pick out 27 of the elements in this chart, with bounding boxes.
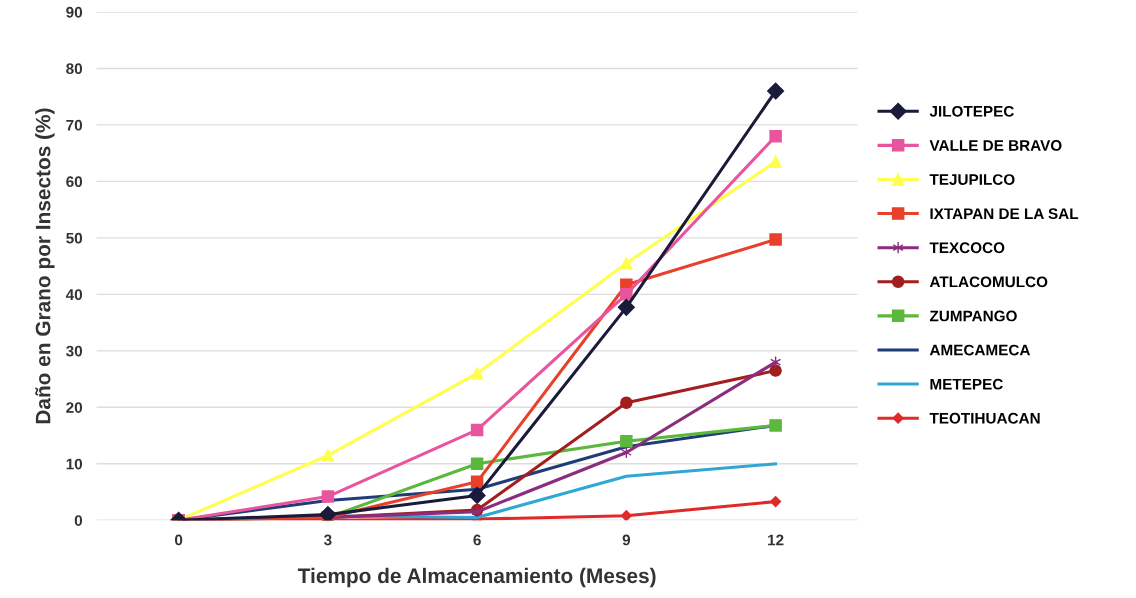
legend-label: ZUMPANGO <box>929 310 1017 322</box>
y-tick-label: 40 <box>65 289 83 301</box>
legend-label: METEPEC <box>930 378 1003 390</box>
y-axis-title: Daño en Grano por Insectos (%) <box>35 108 55 424</box>
legend-label: AMECAMECA <box>929 344 1031 356</box>
x-tick-label: 6 <box>473 534 481 546</box>
legend-label: ATLACOMULCO <box>929 276 1048 288</box>
legend-label: TEXCOCO <box>929 242 1005 254</box>
y-tick-label: 70 <box>66 119 83 131</box>
x-tick-label: 3 <box>323 534 332 546</box>
legend-label: IXTAPAN DE LA SAL <box>930 208 1079 220</box>
legend-label: TEOTIHUACAN <box>929 412 1040 424</box>
x-tick-label: 9 <box>622 534 631 546</box>
legend-label: JILOTEPEC <box>929 105 1014 117</box>
y-tick-label: 90 <box>66 6 83 18</box>
y-tick-label: 80 <box>66 63 83 75</box>
x-tick-label: 0 <box>175 534 183 546</box>
x-axis-title: Tiempo de Almacenamiento (Meses) <box>297 567 656 588</box>
y-tick-label: 60 <box>66 176 83 188</box>
y-tick-label: 30 <box>66 345 83 357</box>
y-tick-label: 50 <box>66 232 83 244</box>
legend-label: VALLE DE BRAVO <box>929 140 1062 151</box>
y-tick-label: 10 <box>66 458 83 470</box>
x-tick-label: 12 <box>768 534 784 546</box>
y-tick-label: 20 <box>66 402 83 413</box>
legend-label: TEJUPILCO <box>929 174 1015 185</box>
y-tick-label: 0 <box>74 515 83 526</box>
